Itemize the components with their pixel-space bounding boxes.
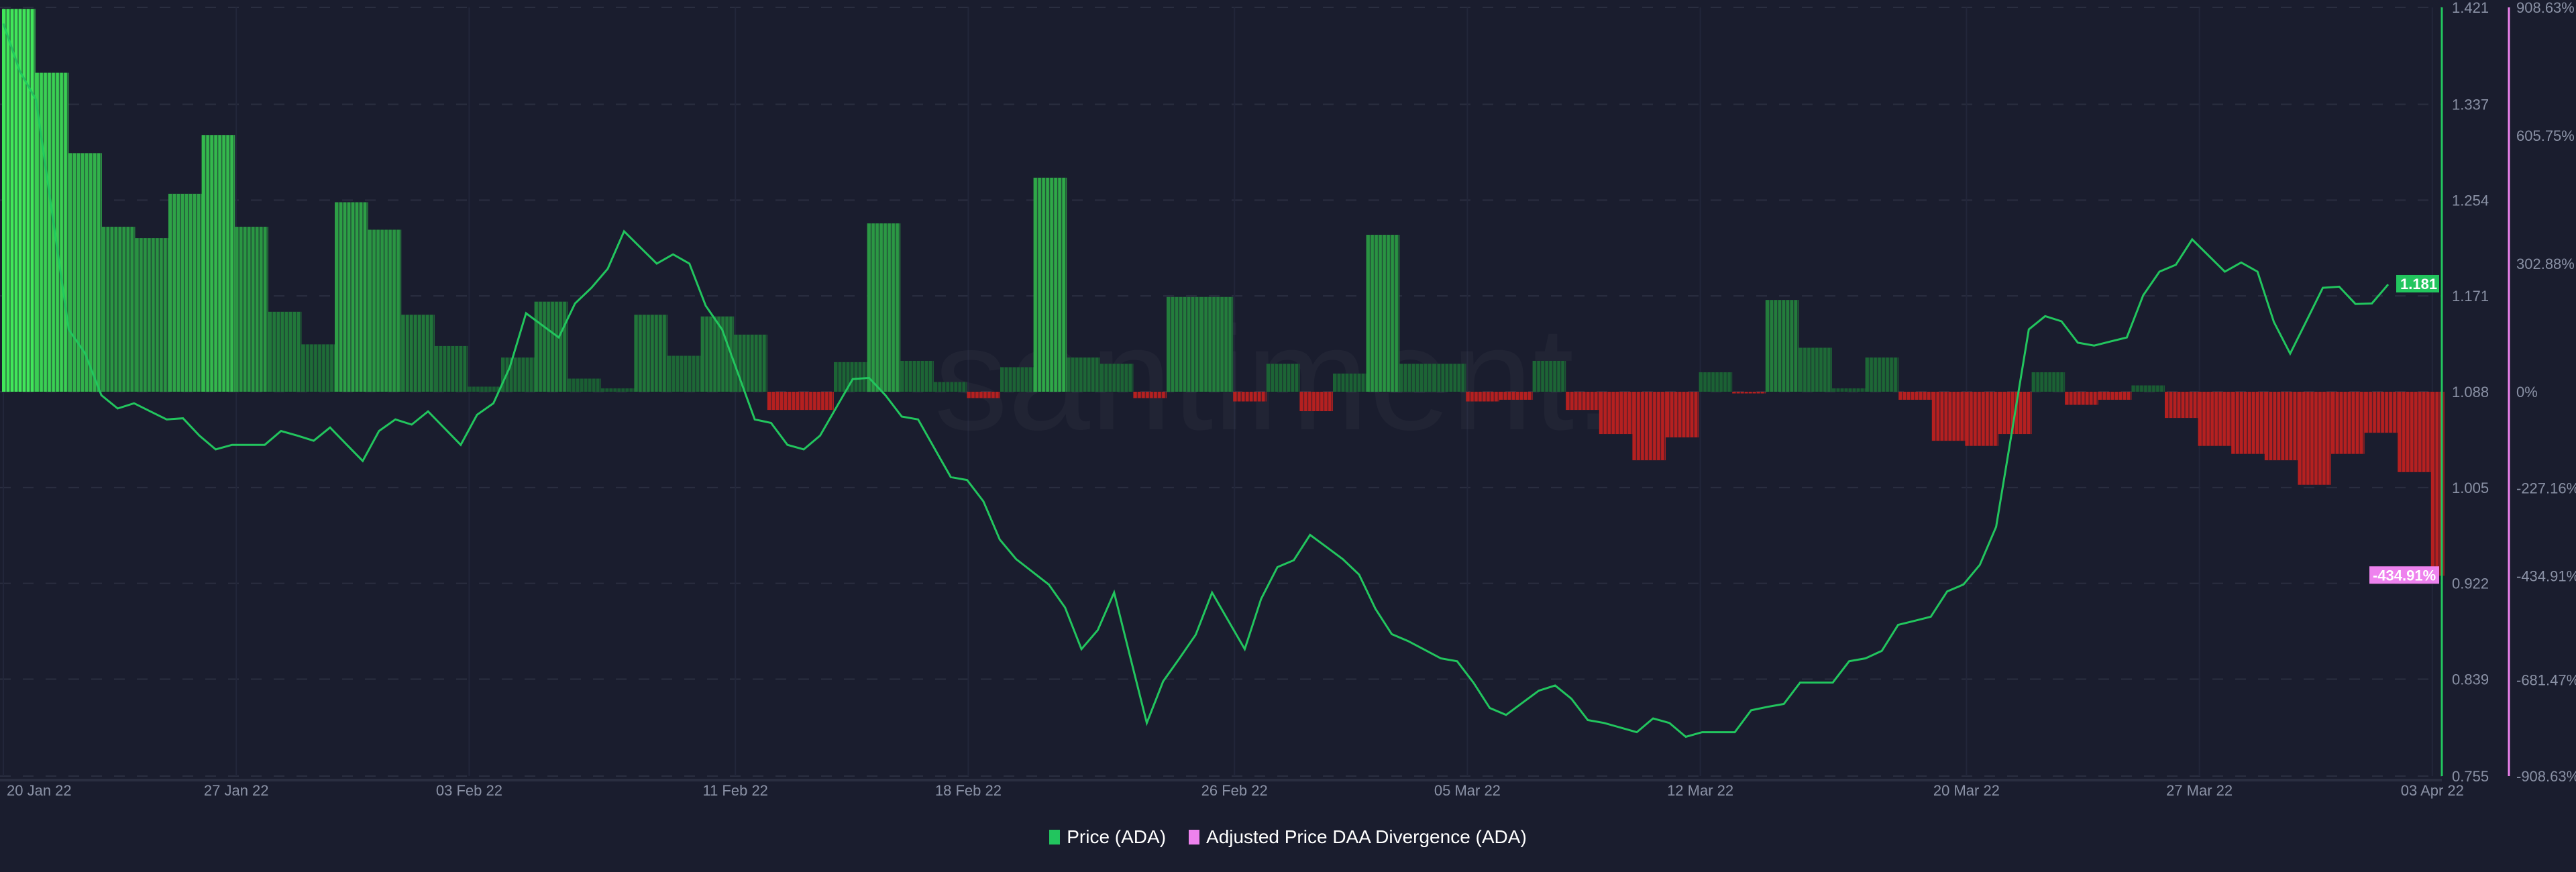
legend-divergence-label: Adjusted Price DAA Divergence (ADA): [1206, 826, 1527, 847]
divergence-bar: [2098, 392, 2132, 400]
divergence-bar: [967, 392, 1000, 398]
price-tick-label: 0.755: [2452, 768, 2489, 785]
legend-price-label: Price (ADA): [1067, 826, 1167, 847]
legend-item-price[interactable]: Price (ADA): [1049, 826, 1166, 848]
divergence-bar: [1133, 392, 1167, 398]
price-tick-label: 1.421: [2452, 0, 2489, 16]
x-tick-label: 26 Feb 22: [1201, 782, 1268, 799]
divergence-bar: [600, 388, 635, 392]
x-tick-label: 27 Mar 22: [2166, 782, 2233, 799]
price-swatch: [1049, 830, 1061, 844]
x-tick-label: 27 Jan 22: [204, 782, 269, 799]
last-price-value: 1.181: [2400, 276, 2437, 292]
x-tick-label: 20 Jan 22: [7, 782, 72, 799]
divergence-tick-label: -908.63%: [2516, 768, 2576, 785]
price-tick-label: 1.088: [2452, 384, 2489, 400]
x-tick-label: 03 Apr 22: [2401, 782, 2464, 799]
legend: Price (ADA) Adjusted Price DAA Divergenc…: [0, 826, 2576, 848]
last-divergence-badge: [2369, 566, 2439, 584]
price-tick-label: 1.254: [2452, 192, 2489, 209]
last-divergence-value: -434.91%: [2373, 567, 2436, 584]
divergence-bar: [1832, 388, 1866, 392]
divergence-tick-label: -434.91%: [2516, 567, 2576, 584]
price-tick-label: 1.337: [2452, 97, 2489, 113]
divergence-tick-label: 908.63%: [2516, 0, 2575, 16]
price-line: [2, 23, 2390, 739]
last-price-badge: [2396, 274, 2439, 292]
x-tick-label: 20 Mar 22: [1933, 782, 2000, 799]
divergence-bars: [2, 9, 2445, 576]
price-tick-label: 0.922: [2452, 576, 2489, 592]
price-tick-label: 0.839: [2452, 671, 2489, 688]
x-tick-label: 03 Feb 22: [436, 782, 502, 799]
x-tick-label: 12 Mar 22: [1667, 782, 1733, 799]
axes: 1.421 1.337 1.254 1.171 1.088 1.005 0.922 0.839…: [0, 0, 2576, 799]
price-tick-label: 1.171: [2452, 288, 2489, 305]
divergence-bar: [468, 386, 501, 392]
divergence-tick-label: 605.75%: [2516, 127, 2575, 144]
divergence-tick-label: 302.88%: [2516, 256, 2575, 272]
divergence-tick-label: -227.16%: [2516, 480, 2576, 496]
divergence-bar: [2131, 385, 2165, 392]
legend-item-divergence[interactable]: Adjusted Price DAA Divergence (ADA): [1189, 826, 1527, 848]
divergence-bar: [1499, 392, 1533, 400]
divergence-tick-label: -681.47%: [2516, 672, 2576, 689]
divergence-tick-label: 0%: [2516, 384, 2538, 400]
x-tick-label: 05 Mar 22: [1434, 782, 1501, 799]
divergence-bar: [1898, 392, 1932, 400]
x-tick-label: 11 Feb 22: [702, 782, 767, 799]
x-tick-label: 18 Feb 22: [935, 782, 1002, 799]
divergence-bar: [1732, 392, 1766, 394]
divergence-swatch: [1189, 830, 1200, 844]
chart: santiment. 1.4211.3371.2541.1711.0881.00…: [0, 0, 2576, 799]
price-tick-label: 1.005: [2452, 480, 2489, 496]
